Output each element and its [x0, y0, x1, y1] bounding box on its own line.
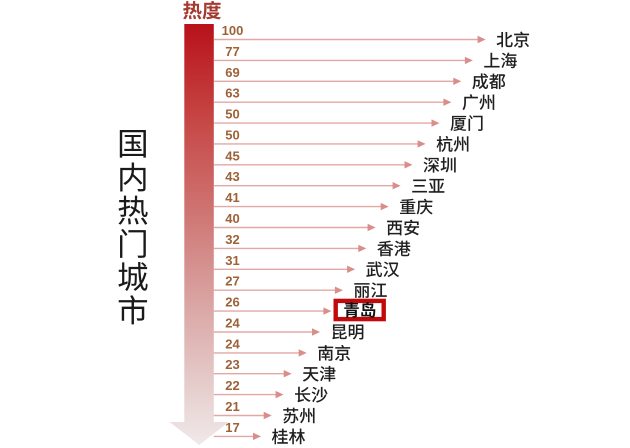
- svg-text:43: 43: [225, 169, 239, 184]
- svg-text:63: 63: [225, 86, 239, 101]
- svg-text:77: 77: [225, 44, 239, 59]
- svg-text:69: 69: [225, 65, 239, 80]
- svg-text:40: 40: [225, 211, 239, 226]
- svg-text:50: 50: [225, 127, 239, 142]
- svg-text:24: 24: [225, 316, 240, 331]
- svg-text:23: 23: [225, 357, 239, 372]
- svg-text:32: 32: [225, 232, 239, 247]
- svg-text:41: 41: [225, 190, 239, 205]
- svg-text:22: 22: [225, 378, 239, 393]
- svg-text:17: 17: [225, 420, 239, 435]
- svg-text:100: 100: [222, 23, 244, 38]
- svg-text:21: 21: [225, 399, 239, 414]
- svg-text:27: 27: [225, 274, 239, 289]
- svg-text:31: 31: [225, 253, 239, 268]
- svg-text:26: 26: [225, 295, 239, 310]
- svg-text:50: 50: [225, 107, 239, 122]
- svg-text:24: 24: [225, 336, 240, 351]
- svg-text:45: 45: [225, 148, 239, 163]
